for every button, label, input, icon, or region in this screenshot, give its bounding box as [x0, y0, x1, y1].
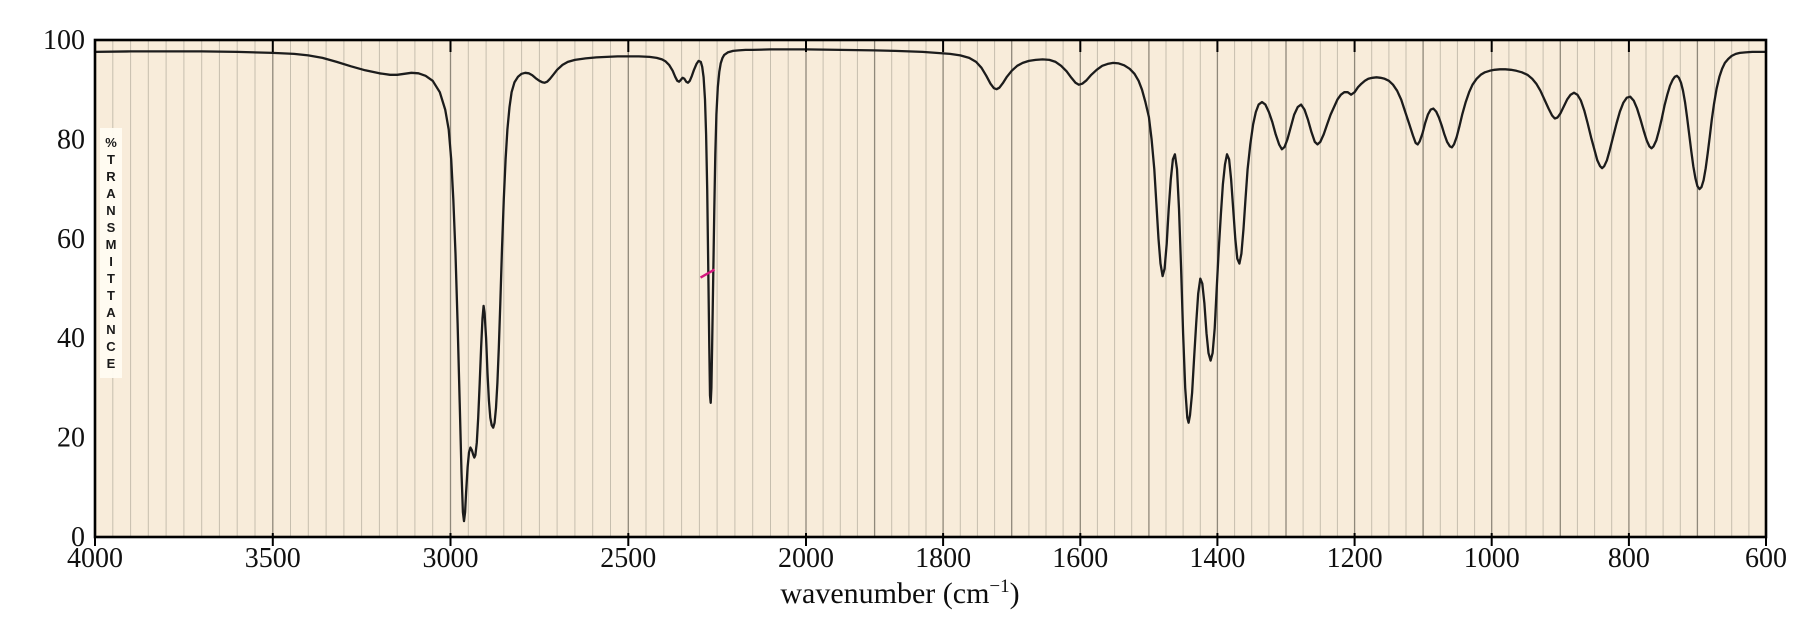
y-axis-label-letter: C — [106, 339, 116, 354]
x-tick-label: 3000 — [423, 543, 479, 574]
x-axis-label-exponent: −1 — [989, 576, 1010, 597]
y-axis-label-letter: R — [106, 169, 116, 184]
y-axis-label-letter: N — [106, 203, 116, 218]
y-tick-label: 40 — [57, 323, 85, 354]
x-axis-label-close: ) — [1009, 577, 1020, 610]
y-tick-label: 60 — [57, 224, 85, 255]
x-tick-label: 1000 — [1464, 543, 1520, 574]
x-tick-label: 4000 — [67, 543, 123, 574]
x-axis-label: wavenumber (cm−1) — [0, 576, 1800, 611]
y-axis-label-letter: S — [106, 220, 116, 235]
y-axis-label-letter: A — [106, 305, 116, 320]
y-axis-label-letter: N — [106, 322, 116, 337]
x-tick-label: 1400 — [1189, 543, 1245, 574]
y-tick-label: 20 — [57, 423, 85, 454]
y-axis-label-letter: T — [107, 152, 115, 167]
x-tick-label: 600 — [1745, 543, 1787, 574]
x-tick-label: 3500 — [245, 543, 301, 574]
y-axis-label-letter: M — [105, 237, 117, 252]
y-tick-label: 80 — [57, 124, 85, 155]
y-tick-label: 0 — [71, 522, 85, 553]
y-axis-label-letter: T — [107, 288, 115, 303]
spectrum-curve — [93, 48, 1768, 523]
y-axis-label-letter: E — [106, 356, 116, 371]
y-axis-label-letter: I — [109, 254, 113, 269]
x-tick-label: 1200 — [1327, 543, 1383, 574]
y-tick-label: 100 — [43, 25, 85, 56]
plot-border — [93, 38, 1768, 539]
y-axis-label-letter: A — [106, 186, 116, 201]
x-axis-label-text: wavenumber (cm — [780, 577, 990, 610]
y-axis-label-transmittance: % T R A N S M I T T A N C E — [100, 128, 122, 378]
pink-artifact-mark — [699, 268, 716, 279]
x-tick-label: 1800 — [915, 543, 971, 574]
x-tick-label: 2000 — [778, 543, 834, 574]
x-tick-label: 800 — [1608, 543, 1650, 574]
y-axis-label-letter: T — [107, 271, 115, 286]
x-tick-label: 2500 — [600, 543, 656, 574]
plot-background — [95, 40, 1766, 537]
x-tick-label: 1600 — [1052, 543, 1108, 574]
y-axis-label-letter: % — [105, 135, 117, 150]
